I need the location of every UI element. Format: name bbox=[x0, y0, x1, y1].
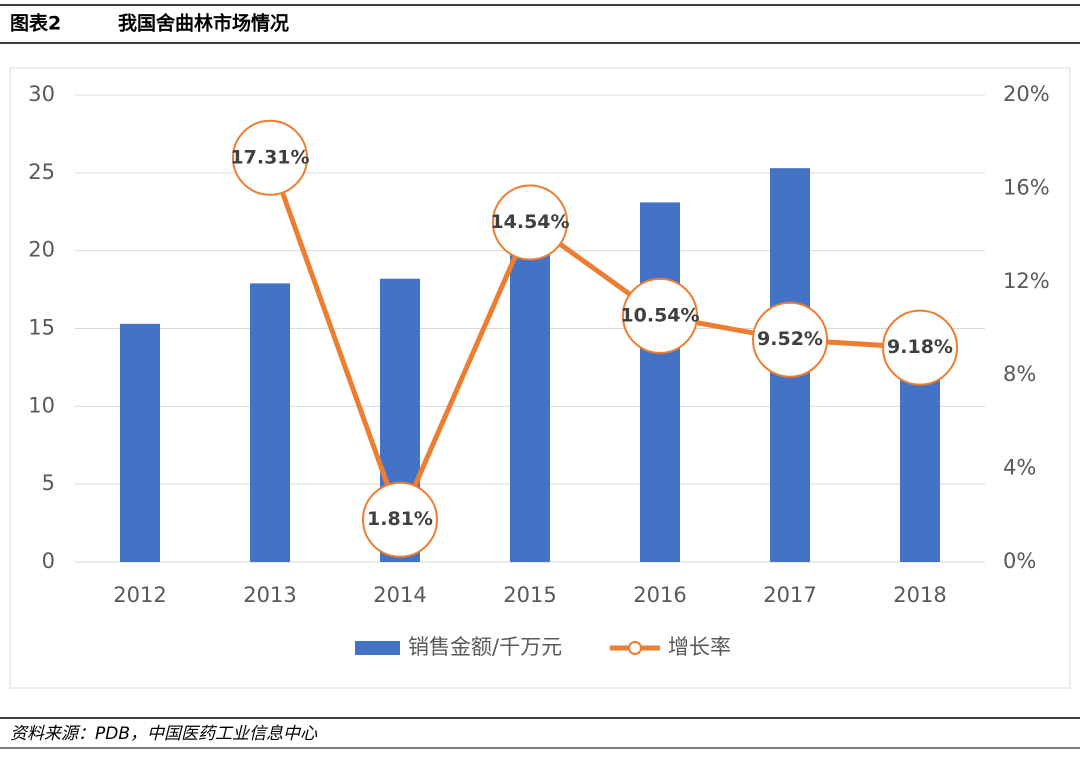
point-marker bbox=[232, 119, 308, 196]
data-label: 10.54% bbox=[620, 304, 699, 326]
point-marker bbox=[882, 309, 958, 386]
x-tick-label: 2016 bbox=[633, 583, 686, 607]
y-tick-label: 25 bbox=[28, 160, 55, 184]
source: 资料来源：PDB，中国医药工业信息中心 bbox=[10, 724, 318, 744]
legend-swatch bbox=[628, 641, 642, 655]
point-marker bbox=[622, 277, 698, 354]
y-tick-label: 30 bbox=[28, 82, 55, 106]
data-label: 17.31% bbox=[230, 146, 309, 168]
figure-title: 我国舍曲林市场情况 bbox=[118, 12, 289, 35]
plot: 0 5 10 15 20 25 30 0% 4% 8% 12% 16% 20% 2012 2013 2014 2… bbox=[28, 82, 1049, 659]
x-tick-label: 2017 bbox=[763, 583, 816, 607]
data-label: 1.81% bbox=[367, 508, 433, 530]
y2-tick-label: 8% bbox=[1003, 362, 1036, 386]
data-label: 9.18% bbox=[887, 336, 953, 358]
y2-tick-label: 20% bbox=[1003, 82, 1050, 106]
point-marker bbox=[752, 301, 828, 378]
y-tick-label: 5 bbox=[42, 471, 55, 495]
y2-tick-label: 0% bbox=[1003, 549, 1036, 573]
y2-tick-label: 12% bbox=[1003, 269, 1050, 293]
x-tick-label: 2015 bbox=[503, 583, 556, 607]
bar bbox=[120, 323, 160, 562]
y-tick-label: 15 bbox=[28, 316, 55, 340]
bar bbox=[900, 375, 940, 562]
data-label: 9.52% bbox=[757, 328, 823, 350]
bar bbox=[510, 238, 550, 563]
legend-label: 销售金额/千万元 bbox=[408, 635, 562, 659]
point-marker bbox=[492, 184, 568, 261]
x-tick-label: 2012 bbox=[113, 583, 166, 607]
x-tick-label: 2018 bbox=[893, 583, 946, 607]
y-tick-label: 0 bbox=[42, 549, 55, 573]
y-tick-label: 20 bbox=[28, 238, 55, 262]
legend-label: 增长率 bbox=[668, 635, 731, 659]
x-tick-label: 2014 bbox=[373, 583, 426, 607]
y2-tick-label: 16% bbox=[1003, 175, 1050, 199]
point-marker bbox=[362, 481, 438, 558]
legend-swatch bbox=[355, 641, 400, 655]
bar bbox=[250, 283, 290, 562]
data-label: 14.54% bbox=[490, 211, 569, 233]
x-tick-label: 2013 bbox=[243, 583, 296, 607]
figure-label: 图表2 bbox=[10, 12, 61, 35]
bar bbox=[640, 202, 680, 562]
y2-tick-label: 4% bbox=[1003, 456, 1036, 480]
y-tick-label: 10 bbox=[28, 393, 55, 417]
chart-frame bbox=[9, 67, 1071, 689]
